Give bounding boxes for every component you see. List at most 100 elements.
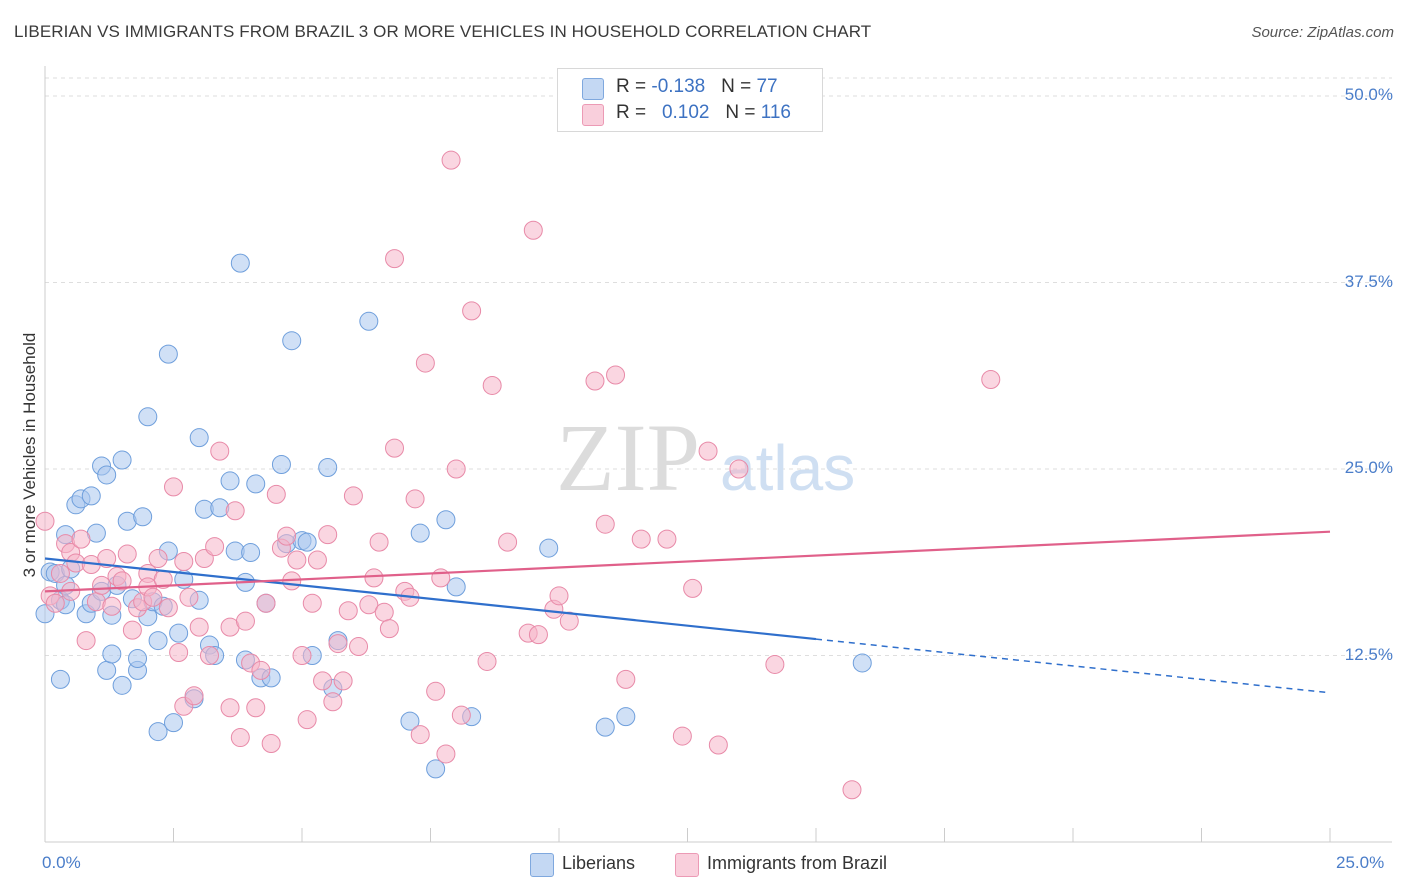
point-brazil — [277, 526, 297, 546]
point-liberians — [210, 498, 230, 518]
point-liberians — [128, 648, 148, 668]
point-liberians — [282, 331, 302, 351]
point-brazil — [441, 150, 461, 170]
legend-r-label: R = — [616, 76, 652, 97]
point-brazil — [148, 549, 168, 569]
chart-title: LIBERIAN VS IMMIGRANTS FROM BRAZIL 3 OR … — [14, 22, 872, 41]
point-brazil — [426, 681, 446, 701]
point-brazil — [606, 365, 626, 385]
point-liberians — [81, 486, 101, 506]
point-liberians — [446, 577, 466, 597]
point-brazil — [364, 568, 384, 588]
point-brazil — [698, 441, 718, 461]
point-brazil — [307, 550, 327, 570]
point-brazil — [122, 620, 142, 640]
point-brazil — [385, 438, 405, 458]
y-tick-label: 50.0% — [1344, 85, 1393, 104]
point-brazil — [446, 459, 466, 479]
point-brazil — [451, 705, 471, 725]
point-brazil — [318, 525, 338, 545]
legend-n-label: N = — [721, 76, 757, 97]
point-liberians — [359, 311, 379, 331]
gridlines — [45, 77, 1392, 656]
point-brazil — [287, 550, 307, 570]
bottom-swatch-brazil — [675, 853, 699, 877]
bottom-legend-label: Liberians — [562, 853, 636, 873]
point-brazil — [112, 571, 132, 591]
point-brazil — [174, 552, 194, 572]
point-liberians — [102, 644, 122, 664]
point-liberians — [246, 474, 266, 494]
point-brazil — [102, 596, 122, 616]
point-brazil — [415, 353, 435, 373]
point-brazil — [405, 489, 425, 509]
point-liberians — [595, 717, 615, 737]
point-brazil — [117, 544, 137, 564]
point-brazil — [261, 734, 281, 754]
point-brazil — [343, 486, 363, 506]
point-brazil — [528, 625, 548, 645]
point-liberians — [410, 523, 430, 543]
point-brazil — [379, 619, 399, 639]
point-liberians — [112, 450, 132, 470]
correlation-legend: R = -0.138 N = 77 R = 0.102 N = 116 — [557, 68, 823, 132]
point-brazil — [210, 441, 230, 461]
x-tick-min: 0.0% — [42, 853, 81, 872]
point-liberians — [169, 623, 189, 643]
point-brazil — [97, 549, 117, 569]
axes — [44, 66, 1392, 843]
legend-r-value: -0.138 — [651, 76, 706, 97]
point-liberians — [97, 465, 117, 485]
point-liberians — [318, 458, 338, 478]
bottom-swatch-liberians — [530, 853, 554, 877]
y-tick-label: 12.5% — [1344, 644, 1393, 664]
point-brazil — [50, 563, 70, 583]
legend-n-value: 77 — [756, 76, 778, 97]
point-brazil — [657, 529, 677, 549]
point-brazil — [302, 593, 322, 613]
point-brazil — [143, 587, 163, 607]
point-liberians — [241, 543, 261, 563]
point-brazil — [71, 529, 91, 549]
point-brazil — [683, 578, 703, 598]
point-brazil — [158, 598, 178, 618]
point-brazil — [549, 586, 569, 606]
point-liberians — [50, 669, 70, 689]
point-brazil — [708, 735, 728, 755]
point-brazil — [199, 646, 219, 665]
point-liberians — [148, 722, 168, 742]
x-tick-max: 25.0% — [1336, 853, 1385, 872]
point-brazil — [164, 477, 183, 497]
point-brazil — [523, 220, 543, 240]
point-brazil — [297, 710, 317, 730]
point-liberians — [297, 532, 317, 552]
legend-swatch-liberians — [582, 78, 604, 100]
legend-n-value: 116 — [760, 102, 791, 123]
bottom-legend-label: Immigrants from Brazil — [707, 853, 888, 873]
point-brazil — [616, 669, 636, 689]
point-liberians — [426, 759, 446, 779]
legend-swatch-brazil — [582, 104, 604, 126]
legend-r-value: 0.102 — [661, 102, 710, 123]
data-points — [35, 150, 1001, 800]
point-brazil — [349, 637, 369, 657]
point-brazil — [672, 726, 692, 746]
point-liberians — [539, 538, 559, 558]
point-brazil — [76, 631, 96, 651]
point-brazil — [323, 692, 343, 712]
point-liberians — [148, 631, 168, 651]
point-liberians — [852, 653, 872, 673]
point-liberians — [189, 428, 209, 448]
trend-brazil — [44, 530, 1331, 593]
point-liberians — [436, 510, 456, 530]
y-tick-label: 37.5% — [1344, 271, 1393, 291]
point-liberians — [138, 407, 158, 427]
point-liberians — [133, 507, 153, 527]
point-brazil — [462, 301, 482, 321]
point-brazil — [585, 371, 605, 391]
point-liberians — [220, 471, 240, 491]
legend-n-label: N = — [725, 102, 761, 123]
point-brazil — [235, 611, 255, 631]
point-brazil — [729, 459, 749, 479]
